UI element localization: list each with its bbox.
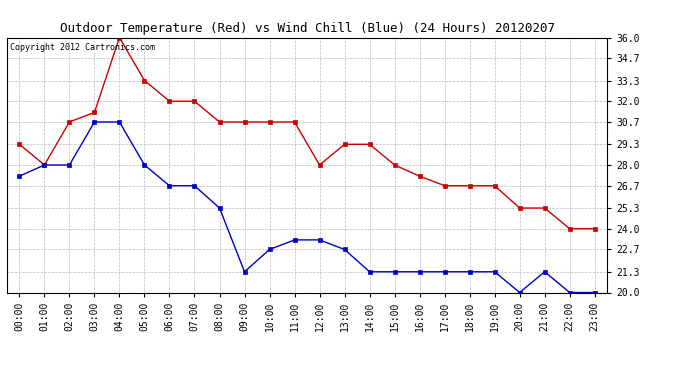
Text: Copyright 2012 Cartronics.com: Copyright 2012 Cartronics.com: [10, 43, 155, 52]
Title: Outdoor Temperature (Red) vs Wind Chill (Blue) (24 Hours) 20120207: Outdoor Temperature (Red) vs Wind Chill …: [59, 22, 555, 35]
